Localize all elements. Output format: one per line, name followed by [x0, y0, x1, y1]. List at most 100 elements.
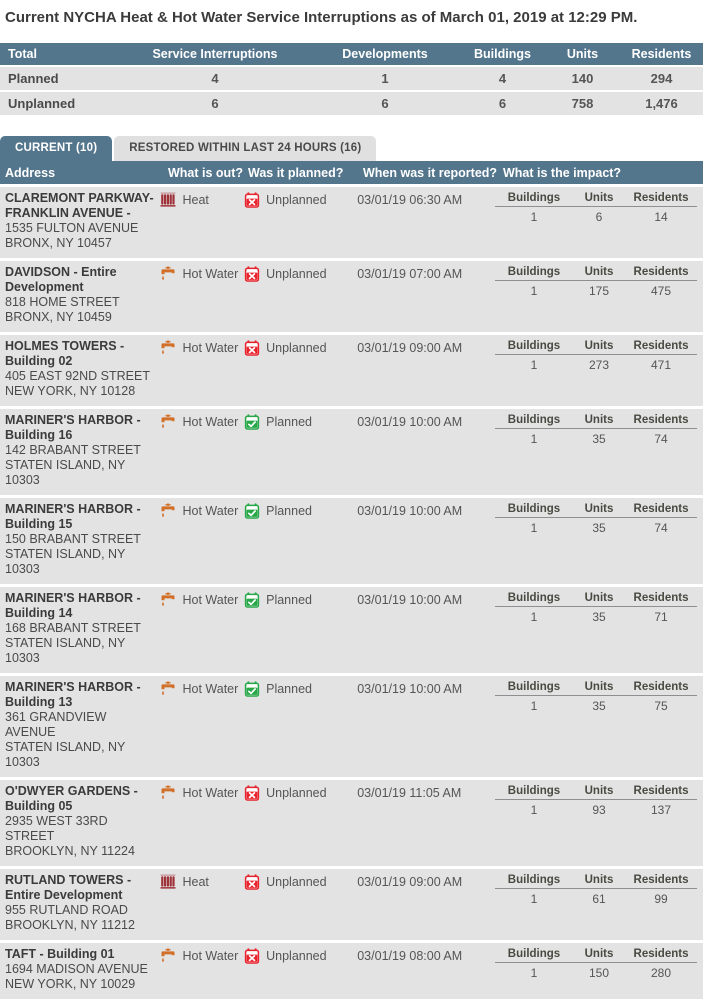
impact-values-row: 1 35 75 — [495, 696, 697, 713]
was-it-planned-cell: Planned — [244, 680, 357, 697]
address-line: 818 HOME STREET — [5, 295, 120, 309]
impact-header-units: Units — [584, 192, 614, 204]
table-row: DAVIDSON - Entire Development 818 HOME S… — [0, 261, 703, 332]
summary-header-row: Total Service Interruptions Developments… — [0, 43, 703, 65]
faucet-icon — [160, 340, 176, 356]
was-it-planned-cell: Planned — [244, 502, 357, 519]
impact-residents-value: 475 — [650, 284, 672, 298]
tab-current[interactable]: CURRENT (10) — [0, 136, 113, 161]
was-it-planned-label: Unplanned — [266, 267, 327, 281]
address-cell: HOLMES TOWERS - Building 02 405 EAST 92N… — [0, 339, 157, 399]
impact-header-row: Buildings Units Residents — [495, 948, 697, 963]
summary-value: 6 — [211, 96, 219, 111]
calendar-x-icon — [244, 874, 260, 890]
what-is-out-label: Hot Water — [182, 415, 239, 429]
impact-residents-value: 74 — [654, 521, 668, 535]
impact-header-residents: Residents — [633, 503, 689, 515]
impact-cell: Buildings Units Residents 1 273 471 — [492, 339, 703, 372]
calendar-x-icon — [244, 340, 260, 356]
impact-units-value: 35 — [592, 432, 606, 446]
impact-residents-value: 280 — [650, 966, 672, 980]
address-line: BRONX, NY 10459 — [5, 310, 112, 324]
impact-buildings-value: 1 — [530, 521, 538, 535]
column-header-impact: What is the impact? — [503, 165, 622, 180]
what-is-out-cell: Heat — [157, 191, 244, 208]
was-it-planned-label: Unplanned — [266, 193, 327, 207]
impact-header-residents: Residents — [633, 266, 689, 278]
development-name: CLAREMONT PARKWAY-FRANKLIN AVENUE - — [5, 191, 154, 220]
table-row: MARINER'S HARBOR - Building 14 168 BRABA… — [0, 587, 703, 673]
calendar-check-icon — [244, 414, 260, 430]
what-is-out-cell: Hot Water — [157, 413, 244, 430]
what-is-out-cell: Hot Water — [157, 947, 244, 964]
impact-header-buildings: Buildings — [507, 192, 561, 204]
impact-header-row: Buildings Units Residents — [495, 592, 697, 607]
table-row: MARINER'S HARBOR - Building 15 150 BRABA… — [0, 498, 703, 584]
development-name: MARINER'S HARBOR - Building 13 — [5, 680, 141, 709]
summary-header-buildings: Buildings — [474, 47, 531, 61]
address-line: STATEN ISLAND, NY 10303 — [5, 636, 126, 665]
impact-header-row: Buildings Units Residents — [495, 266, 697, 281]
impact-buildings-value: 1 — [530, 284, 538, 298]
impact-units-value: 6 — [595, 210, 603, 224]
summary-value: 4 — [498, 71, 507, 86]
impact-units-value: 35 — [592, 521, 606, 535]
impact-header-residents: Residents — [633, 785, 689, 797]
impact-header-row: Buildings Units Residents — [495, 340, 697, 355]
impact-header-units: Units — [584, 340, 614, 352]
impact-header-row: Buildings Units Residents — [495, 414, 697, 429]
reported-time-cell: 03/01/19 09:00 AM — [357, 875, 463, 889]
impact-header-buildings: Buildings — [507, 874, 561, 886]
faucet-icon — [160, 503, 176, 519]
impact-header-residents: Residents — [633, 340, 689, 352]
address-line: 168 BRABANT STREET — [5, 621, 141, 635]
impact-header-units: Units — [584, 681, 614, 693]
impact-buildings-value: 1 — [530, 210, 538, 224]
faucet-icon — [160, 681, 176, 697]
impact-header-buildings: Buildings — [507, 948, 561, 960]
impact-header-units: Units — [584, 874, 614, 886]
calendar-x-icon — [244, 266, 260, 282]
address-cell: MARINER'S HARBOR - Building 15 150 BRABA… — [0, 502, 157, 577]
summary-table: Total Service Interruptions Developments… — [0, 43, 703, 115]
impact-header-residents: Residents — [633, 874, 689, 886]
impact-header-units: Units — [584, 948, 614, 960]
faucet-icon — [160, 785, 176, 801]
address-cell: TAFT - Building 01 1694 MADISON AVENUE N… — [0, 947, 157, 992]
what-is-out-label: Hot Water — [182, 786, 239, 800]
summary-value: 4 — [211, 71, 219, 86]
summary-value: 758 — [571, 96, 594, 111]
development-name: TAFT - Building 01 — [5, 947, 115, 961]
impact-buildings-value: 1 — [530, 966, 538, 980]
impact-header-residents: Residents — [633, 192, 689, 204]
what-is-out-label: Hot Water — [182, 341, 239, 355]
impact-header-units: Units — [584, 503, 614, 515]
impact-cell: Buildings Units Residents 1 150 280 — [492, 947, 703, 980]
impact-cell: Buildings Units Residents 1 175 475 — [492, 265, 703, 298]
address-line: NEW YORK, NY 10128 — [5, 384, 136, 398]
summary-value: 1,476 — [645, 96, 678, 111]
what-is-out-label: Hot Water — [182, 949, 239, 963]
interruptions-table-body: CLAREMONT PARKWAY-FRANKLIN AVENUE - 1535… — [0, 187, 703, 999]
impact-residents-value: 74 — [654, 432, 668, 446]
page-title: Current NYCHA Heat & Hot Water Service I… — [5, 9, 638, 26]
tab-restored-24-hours[interactable]: RESTORED WITHIN LAST 24 HOURS (16) — [114, 136, 377, 161]
address-cell: CLAREMONT PARKWAY-FRANKLIN AVENUE - 1535… — [0, 191, 157, 251]
impact-header-row: Buildings Units Residents — [495, 192, 697, 207]
interruptions-table-header: Address What is out? Was it planned? Whe… — [0, 161, 703, 184]
impact-units-value: 35 — [592, 610, 606, 624]
impact-buildings-value: 1 — [530, 699, 538, 713]
impact-units-value: 150 — [588, 966, 610, 980]
impact-residents-value: 99 — [654, 892, 668, 906]
address-line: STATEN ISLAND, NY 10303 — [5, 740, 126, 769]
impact-buildings-value: 1 — [530, 803, 538, 817]
impact-header-row: Buildings Units Residents — [495, 503, 697, 518]
impact-cell: Buildings Units Residents 1 6 14 — [492, 191, 703, 224]
reported-time-cell: 03/01/19 10:00 AM — [357, 415, 463, 429]
what-is-out-label: Hot Water — [182, 682, 239, 696]
impact-header-buildings: Buildings — [507, 503, 561, 515]
calendar-x-icon — [244, 948, 260, 964]
column-header-what-is-out: What is out? — [168, 165, 243, 180]
what-is-out-cell: Hot Water — [157, 265, 244, 282]
